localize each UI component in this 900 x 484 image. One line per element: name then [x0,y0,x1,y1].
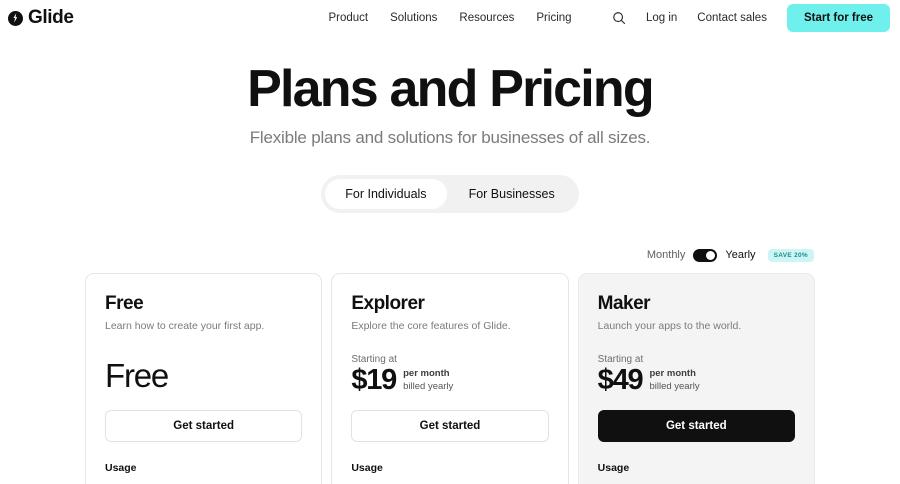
plan-name: Explorer [351,292,425,314]
tab-for-businesses[interactable]: For Businesses [449,179,575,209]
hero-section: Plans and Pricing Flexible plans and sol… [0,62,900,148]
login-link[interactable]: Log in [645,12,678,24]
usage-heading: Usage [351,461,383,474]
plan-price-area: Starting at $19 per month billed yearly [351,354,548,400]
price-period: per month [403,367,450,379]
plan-description: Launch your apps to the world. [597,319,742,332]
audience-tabs-wrapper: For Individuals For Businesses [0,174,900,213]
feature-label: 3 apps [612,483,642,484]
plan-name: Free [105,292,144,314]
toggle-knob [706,250,716,260]
plan-price-area: Free [105,354,302,400]
plan-price-area: Starting at $49 per month billed yearly [598,354,795,400]
nav-link-resources[interactable]: Resources [459,12,515,24]
plan-price: $19 [351,363,397,396]
price-period: per month [649,367,696,379]
billing-label-yearly[interactable]: Yearly [725,249,756,262]
get-started-button[interactable]: Get started [597,409,795,442]
feature-label: 1 app [365,483,390,484]
nav-link-product[interactable]: Product [328,12,369,24]
pricing-cards: Free Learn how to create your first app.… [0,272,900,484]
plan-price: $49 [597,363,644,396]
brand-name: Glide [28,7,74,28]
save-badge: SAVE 20% [767,248,814,262]
brand-logo[interactable]: Glide [8,7,74,29]
feature-item: 1 app [105,483,302,484]
get-started-button[interactable]: Get started [351,409,549,442]
starting-at-label: Starting at [351,353,397,365]
price-billing-note: billed yearly [649,380,700,392]
billing-toggle-switch[interactable] [693,248,718,262]
contact-sales-link[interactable]: Contact sales [697,12,767,24]
plan-description: Explore the core features of Glide. [351,319,511,332]
nav-link-pricing[interactable]: Pricing [536,12,572,24]
glide-bolt-icon [8,10,23,26]
price-billing-note: billed yearly [403,380,454,392]
usage-heading: Usage [597,461,630,474]
nav-link-solutions[interactable]: Solutions [390,12,438,24]
search-icon[interactable] [612,11,626,25]
feature-item: 3 apps [598,483,795,484]
plan-price: Free [105,356,169,394]
nav-actions: Log in Contact sales Start for free [612,4,890,32]
billing-period-toggle: Monthly Yearly SAVE 20% [0,248,900,262]
plan-description: Learn how to create your first app. [105,319,265,332]
start-for-free-button[interactable]: Start for free [786,4,890,32]
usage-heading: Usage [105,461,137,474]
pricing-card-free: Free Learn how to create your first app.… [85,272,323,484]
page-title: Plans and Pricing [247,60,655,118]
plan-name: Maker [597,292,651,314]
tab-for-individuals[interactable]: For Individuals [325,178,447,209]
pricing-card-explorer: Explorer Explore the core features of Gl… [331,272,569,484]
billing-label-monthly[interactable]: Monthly [646,249,686,262]
audience-tabs: For Individuals For Businesses [321,174,579,213]
page-subtitle: Flexible plans and solutions for busines… [249,127,651,147]
feature-item: 1 app [351,483,548,484]
get-started-button[interactable]: Get started [105,409,303,442]
top-navigation-bar: Glide Product Solutions Resources Pricin… [0,0,900,36]
primary-nav-links: Product Solutions Resources Pricing [328,12,571,24]
pricing-card-maker: Maker Launch your apps to the world. Sta… [577,272,815,484]
feature-label: 1 app [119,483,144,484]
starting-at-label: Starting at [597,353,644,365]
